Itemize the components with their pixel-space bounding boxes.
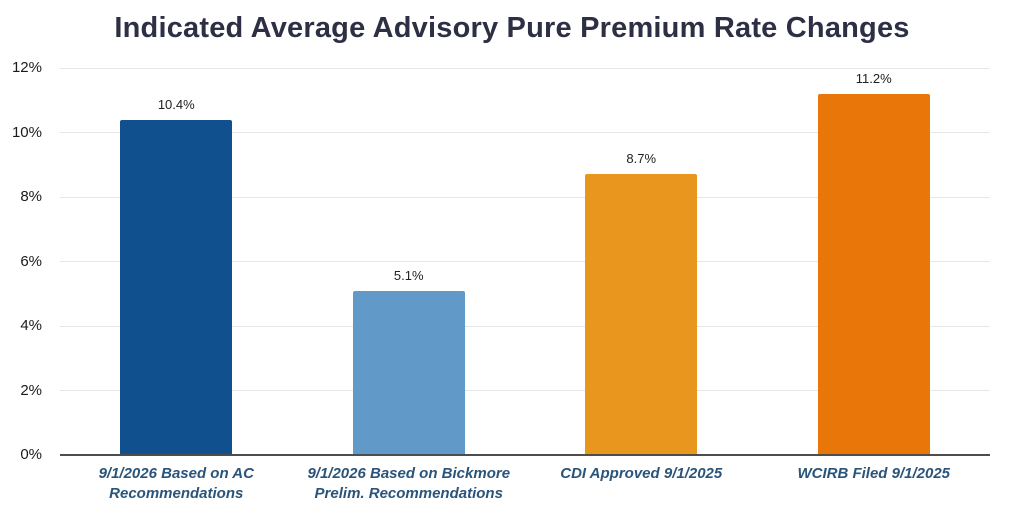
x-axis-category-label: CDI Approved 9/1/2025 bbox=[560, 465, 723, 482]
y-axis-tick-label: 12% bbox=[11, 59, 42, 76]
y-axis-tick-label: 6% bbox=[20, 252, 42, 270]
x-axis-category-label: 9/1/2026 Based on AC Recommendations bbox=[98, 465, 254, 502]
bar bbox=[352, 290, 465, 455]
x-axis-category-label: WCIRB Filed 9/1/2025 bbox=[797, 465, 951, 482]
bar bbox=[120, 119, 233, 455]
y-axis-tick-label: 2% bbox=[20, 381, 42, 399]
bar-value-label: 8.7% bbox=[626, 151, 657, 167]
gridline bbox=[60, 261, 990, 262]
gridline bbox=[60, 196, 990, 198]
gridline bbox=[60, 325, 990, 327]
bar-value-label: 10.4% bbox=[157, 96, 195, 112]
gridline bbox=[60, 390, 990, 391]
y-axis-tick-label: 8% bbox=[20, 188, 42, 205]
bar bbox=[817, 93, 930, 455]
x-axis-category-label: 9/1/2026 Based on Bickmore Prelim. Recom… bbox=[307, 465, 511, 502]
y-axis-tick-label: 4% bbox=[20, 317, 42, 334]
gridline bbox=[60, 67, 990, 69]
chart-title: Indicated Average Advisory Pure Premium … bbox=[114, 12, 910, 44]
gridline bbox=[60, 132, 990, 133]
y-axis-tick-label: 0% bbox=[20, 446, 42, 463]
bar-value-label: 11.2% bbox=[855, 70, 892, 86]
bar-value-label: 5.1% bbox=[393, 267, 424, 283]
y-axis-tick-label: 10% bbox=[11, 123, 42, 141]
bar bbox=[585, 174, 698, 455]
x-axis-line bbox=[60, 454, 990, 456]
